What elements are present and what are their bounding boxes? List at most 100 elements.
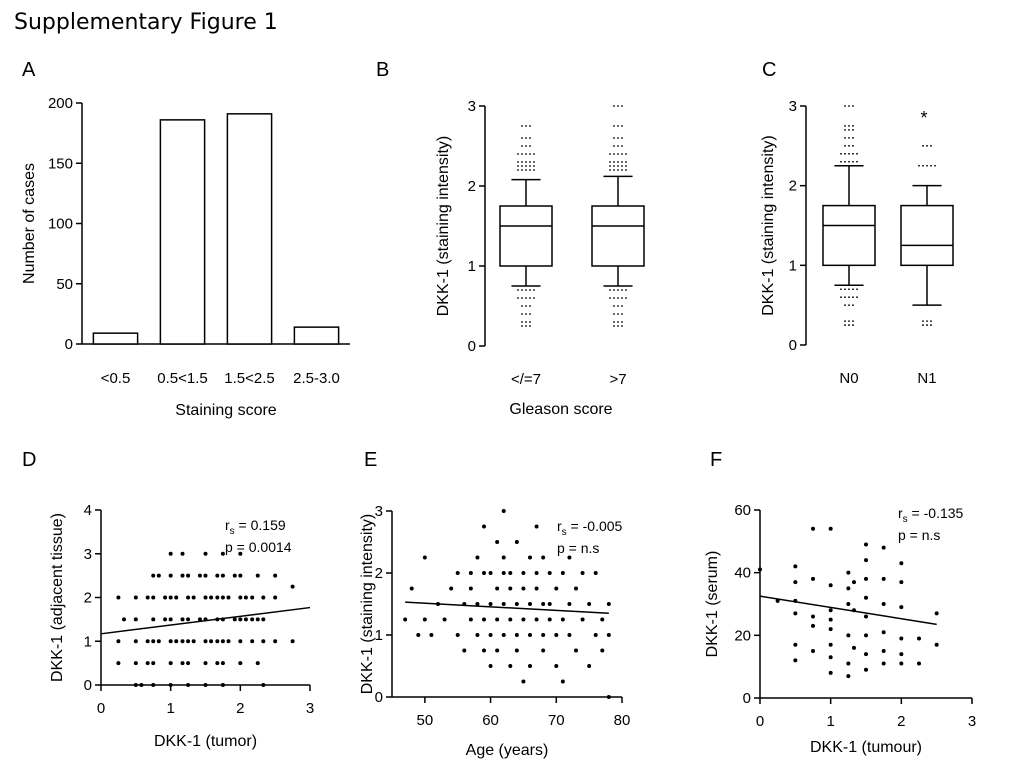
box: [499, 205, 553, 267]
data-point: [220, 683, 225, 687]
data-point: [151, 683, 156, 687]
data-point: [220, 595, 225, 600]
data-point: [495, 617, 500, 622]
outlier-point: [926, 164, 928, 167]
outlier-point: [621, 137, 623, 139]
outlier-point: [856, 288, 858, 291]
outlier-point: [521, 165, 523, 167]
data-point: [580, 571, 585, 575]
outlier-point: [922, 144, 924, 147]
data-point: [238, 595, 243, 600]
outlier-point: [922, 324, 924, 326]
outlier-point: [609, 161, 611, 163]
data-point: [255, 617, 260, 622]
outlier-point: [621, 165, 623, 167]
outlier-point: [840, 296, 842, 299]
outlier-point: [848, 125, 850, 127]
stat-r-subscript: s: [562, 527, 567, 538]
x-tick-label-d: 2: [236, 700, 244, 717]
stat-r-e: rs = -0.005: [557, 518, 623, 538]
data-point: [409, 586, 414, 591]
outlier-point: [609, 165, 611, 167]
outlier-point: [613, 169, 615, 171]
data-point: [846, 602, 851, 606]
data-point: [811, 649, 815, 653]
data-point: [541, 633, 546, 637]
x-tick-label-a: 1.5<2.5: [224, 370, 274, 387]
data-point: [482, 571, 486, 575]
outlier-point: [609, 297, 611, 299]
outlier-point: [840, 160, 842, 163]
data-point: [600, 617, 605, 622]
data-point: [521, 571, 526, 575]
data-point: [528, 633, 532, 637]
x-axis-title-a: Staining score: [175, 402, 276, 419]
outlier-point: [840, 152, 842, 155]
data-point: [475, 602, 480, 606]
outlier-point: [533, 297, 535, 299]
data-point: [133, 661, 138, 666]
data-point: [606, 695, 611, 699]
data-point: [203, 573, 208, 578]
outlier-point: [852, 125, 854, 127]
data-point: [180, 551, 185, 556]
outlier-point: [517, 289, 519, 291]
outlier-point: [613, 125, 615, 127]
data-point: [851, 580, 856, 585]
box: [822, 204, 876, 267]
data-point: [422, 617, 427, 622]
x-axis-title-f: DKK-1 (tumour): [810, 739, 922, 756]
data-point: [899, 561, 904, 566]
outlier-point: [525, 297, 527, 299]
data-point: [514, 602, 519, 606]
outlier-point: [621, 289, 623, 291]
x-axis-title-b: Gleason score: [509, 401, 612, 418]
outlier-point: [617, 137, 619, 139]
outlier-point: [529, 313, 531, 315]
outlier-point: [930, 144, 932, 147]
data-point: [828, 655, 833, 660]
outlier-point: [521, 325, 523, 327]
y-tick-label-d: 3: [84, 546, 92, 563]
data-point: [846, 661, 851, 666]
outlier-point: [844, 144, 846, 147]
outlier-point: [848, 136, 850, 139]
data-point: [232, 573, 237, 578]
outlier-point: [617, 313, 619, 315]
outlier-point: [621, 297, 623, 299]
data-point: [547, 617, 552, 622]
data-point: [881, 545, 886, 550]
x-axis-title-d: DKK-1 (tumor): [154, 733, 257, 750]
data-point: [534, 524, 539, 529]
data-point: [541, 648, 546, 653]
y-tick-label-b: 0: [468, 338, 476, 355]
stat-r-f: rs = -0.135: [898, 505, 964, 525]
outlier-point: [844, 136, 846, 139]
outlier-point: [525, 145, 527, 147]
data-point: [899, 636, 904, 641]
data-point: [488, 633, 493, 637]
data-point: [580, 617, 585, 622]
data-point: [793, 642, 798, 647]
outlier-point: [525, 125, 527, 127]
bar: [159, 119, 206, 345]
stat-r-subscript: s: [903, 514, 908, 525]
data-point: [811, 623, 815, 628]
data-point: [238, 639, 243, 644]
outlier-point: [848, 320, 850, 322]
data-point: [139, 683, 144, 687]
data-point: [508, 586, 513, 591]
y-tick-label-a: 50: [56, 276, 73, 293]
data-point: [203, 639, 208, 644]
panel-label-a: A: [22, 59, 36, 81]
x-tick-label-e: 80: [614, 712, 631, 729]
data-point: [151, 595, 156, 600]
x-tick-label-a: <0.5: [101, 370, 131, 387]
y-tick-label-d: 4: [84, 502, 92, 519]
data-point: [180, 639, 185, 644]
trend-line: [759, 595, 937, 626]
outlier-point: [529, 169, 531, 171]
outlier-point: [525, 305, 527, 307]
outlier-point: [852, 129, 854, 131]
outlier-point: [621, 105, 623, 107]
